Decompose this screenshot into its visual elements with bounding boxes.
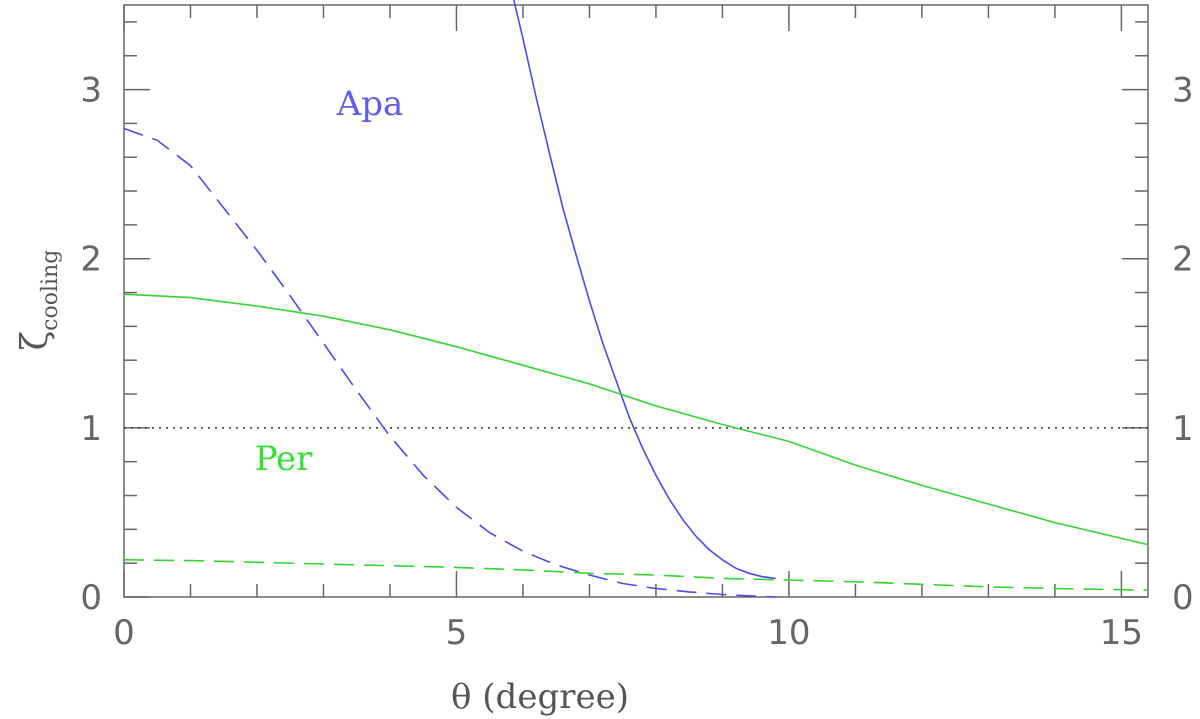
y-axis-title-sub: cooling: [38, 250, 63, 331]
plot-frame: [123, 4, 1149, 598]
series-line-per-dashed: [123, 559, 1149, 591]
x-tick-label: 0: [113, 613, 135, 653]
annotations: Apa Per: [255, 84, 404, 479]
x-tick-label: 5: [446, 613, 468, 653]
tick-labels: 0 5 10 150 01 12 23 3: [80, 71, 1193, 653]
series-line-apa-dashed: [123, 127, 776, 598]
y-tick-label-left: 0: [80, 578, 102, 618]
y-axis-title: ζcooling: [15, 250, 63, 351]
y-tick-label-right: 3: [1172, 71, 1194, 111]
annotation-apa: Apa: [336, 84, 404, 124]
y-axis-title-main: ζ: [15, 331, 56, 351]
series-line-per-solid: [123, 293, 1149, 546]
y-tick-label-right: 1: [1172, 409, 1194, 449]
y-tick-label-left: 1: [80, 409, 102, 449]
y-tick-label-right: 0: [1172, 578, 1194, 618]
svg-text:ζcooling: ζcooling: [15, 250, 63, 351]
x-tick-label: 10: [767, 613, 810, 653]
y-tick-label-left: 2: [80, 240, 102, 280]
annotation-per: Per: [255, 439, 313, 479]
series-layer: [123, 0, 1149, 598]
y-tick-label-right: 2: [1172, 240, 1194, 280]
x-axis-title: θ (degree): [451, 677, 629, 717]
series-line-apa-solid: [513, 0, 776, 580]
y-tick-label-left: 3: [80, 71, 102, 111]
x-tick-label: 15: [1100, 613, 1143, 653]
tick-marks: [123, 5, 1148, 598]
